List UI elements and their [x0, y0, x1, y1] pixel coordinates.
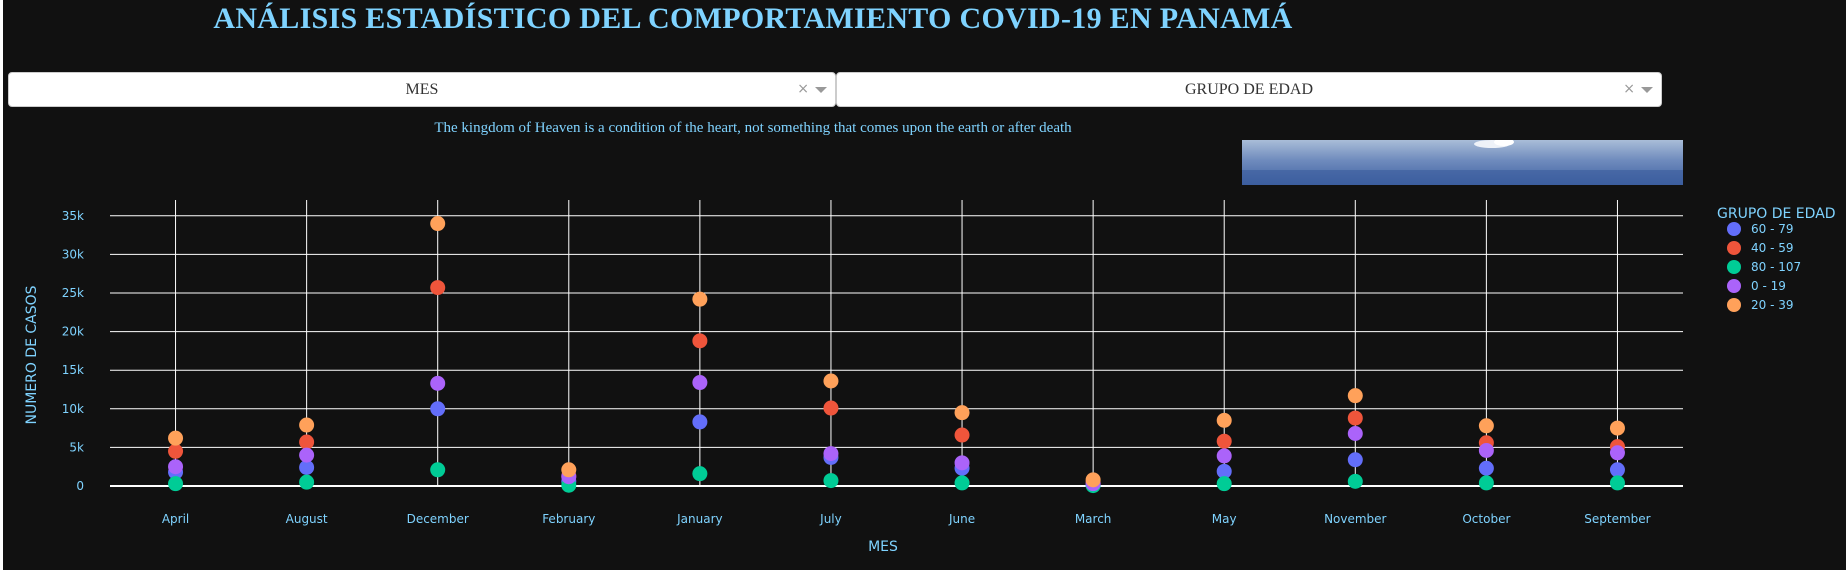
x-tick-label: November: [1324, 512, 1386, 526]
data-point[interactable]: [1609, 475, 1625, 491]
legend-item-label[interactable]: 80 - 107: [1751, 260, 1801, 274]
legend-title: GRUPO DE EDAD: [1717, 206, 1836, 222]
data-point[interactable]: [954, 455, 970, 471]
chevron-down-icon[interactable]: [1641, 87, 1653, 93]
data-point[interactable]: [692, 466, 708, 482]
data-point[interactable]: [1216, 412, 1232, 428]
clear-icon[interactable]: ×: [1623, 81, 1635, 97]
data-point[interactable]: [299, 434, 315, 450]
x-axis-title: MES: [868, 539, 898, 555]
clear-icon[interactable]: ×: [797, 81, 809, 97]
data-point[interactable]: [1347, 388, 1363, 404]
y-tick-label: 10k: [62, 402, 84, 416]
x-tick-label: April: [162, 512, 189, 526]
data-point[interactable]: [430, 375, 446, 391]
legend-marker[interactable]: [1727, 298, 1741, 312]
data-point[interactable]: [430, 216, 446, 232]
data-point[interactable]: [168, 443, 184, 459]
month-dropdown[interactable]: MES ×: [8, 72, 836, 107]
data-point[interactable]: [1216, 433, 1232, 449]
data-point[interactable]: [954, 427, 970, 443]
quote-text: The kingdom of Heaven is a condition of …: [434, 120, 1072, 136]
grid: [110, 200, 1683, 487]
data-point[interactable]: [1347, 426, 1363, 442]
data-point[interactable]: [299, 459, 315, 475]
legend-item-label[interactable]: 40 - 59: [1751, 241, 1794, 255]
data-point[interactable]: [299, 447, 315, 463]
page-title: ANÁLISIS ESTADÍSTICO DEL COMPORTAMIENTO …: [213, 2, 1293, 35]
age-group-dropdown-value: GRUPO DE EDAD: [1185, 81, 1313, 98]
y-tick-label: 20k: [62, 325, 84, 339]
data-point[interactable]: [692, 333, 708, 349]
data-point[interactable]: [823, 446, 839, 462]
data-point[interactable]: [1085, 472, 1101, 488]
data-point[interactable]: [692, 375, 708, 391]
data-points: [168, 216, 1625, 494]
data-point[interactable]: [1347, 473, 1363, 489]
data-point[interactable]: [1478, 418, 1494, 434]
data-point[interactable]: [823, 400, 839, 416]
y-tick-label: 15k: [62, 363, 84, 377]
x-tick-label: October: [1462, 512, 1510, 526]
data-point[interactable]: [692, 414, 708, 430]
data-point[interactable]: [1478, 442, 1494, 458]
x-tick-label: June: [948, 512, 975, 526]
data-point[interactable]: [954, 475, 970, 491]
x-tick-label: May: [1212, 512, 1237, 526]
data-point[interactable]: [1609, 420, 1625, 436]
y-axis-title: NUMERO DE CASOS: [24, 285, 40, 424]
x-tick-label: March: [1075, 512, 1112, 526]
legend-marker[interactable]: [1727, 241, 1741, 255]
x-tick-label: September: [1584, 512, 1650, 526]
legend-item-label[interactable]: 20 - 39: [1751, 298, 1794, 312]
data-point[interactable]: [1609, 445, 1625, 461]
data-point[interactable]: [692, 291, 708, 307]
y-tick-label: 5k: [69, 440, 84, 454]
x-tick-label: August: [286, 512, 328, 526]
y-tick-label: 35k: [62, 209, 84, 223]
data-point[interactable]: [299, 474, 315, 490]
legend-marker[interactable]: [1727, 222, 1741, 236]
banner-clouds: [1242, 140, 1683, 185]
data-point[interactable]: [299, 417, 315, 433]
month-dropdown-value: MES: [405, 81, 439, 98]
data-point[interactable]: [168, 476, 184, 492]
legend[interactable]: GRUPO DE EDAD 60 - 79 40 - 59 80 - 107 0 - …: [1717, 206, 1836, 312]
banner-image: [1242, 140, 1683, 185]
data-point[interactable]: [823, 473, 839, 489]
y-tick-label: 30k: [62, 247, 84, 261]
data-point[interactable]: [823, 373, 839, 389]
data-point[interactable]: [1609, 462, 1625, 478]
legend-marker[interactable]: [1727, 260, 1741, 274]
y-tick-label: 25k: [62, 286, 84, 300]
data-point[interactable]: [1216, 476, 1232, 492]
data-point[interactable]: [1478, 475, 1494, 491]
age-group-dropdown[interactable]: GRUPO DE EDAD ×: [836, 72, 1662, 107]
x-tick-label: December: [407, 512, 469, 526]
data-point[interactable]: [168, 430, 184, 446]
x-tick-label: January: [676, 512, 723, 526]
data-point[interactable]: [430, 280, 446, 296]
data-point[interactable]: [1216, 448, 1232, 464]
data-point[interactable]: [561, 462, 577, 478]
legend-item-label[interactable]: 0 - 19: [1751, 279, 1786, 293]
x-tick-label: February: [542, 512, 595, 526]
data-point[interactable]: [430, 462, 446, 478]
chevron-down-icon[interactable]: [815, 87, 827, 93]
data-point[interactable]: [1347, 452, 1363, 468]
data-point[interactable]: [168, 459, 184, 475]
legend-item-label[interactable]: 60 - 79: [1751, 222, 1794, 236]
data-point[interactable]: [1216, 463, 1232, 479]
data-point[interactable]: [1347, 410, 1363, 426]
x-tick-label: July: [819, 512, 842, 526]
data-point[interactable]: [430, 401, 446, 417]
y-tick-label: 0: [76, 479, 84, 493]
data-point[interactable]: [954, 405, 970, 421]
data-point[interactable]: [1478, 460, 1494, 476]
legend-marker[interactable]: [1727, 279, 1741, 293]
x-axis: April August December February January July Ju…: [162, 512, 1651, 526]
y-axis: 0 5k 10k 15k 20k 25k 30k 35k: [62, 209, 84, 493]
